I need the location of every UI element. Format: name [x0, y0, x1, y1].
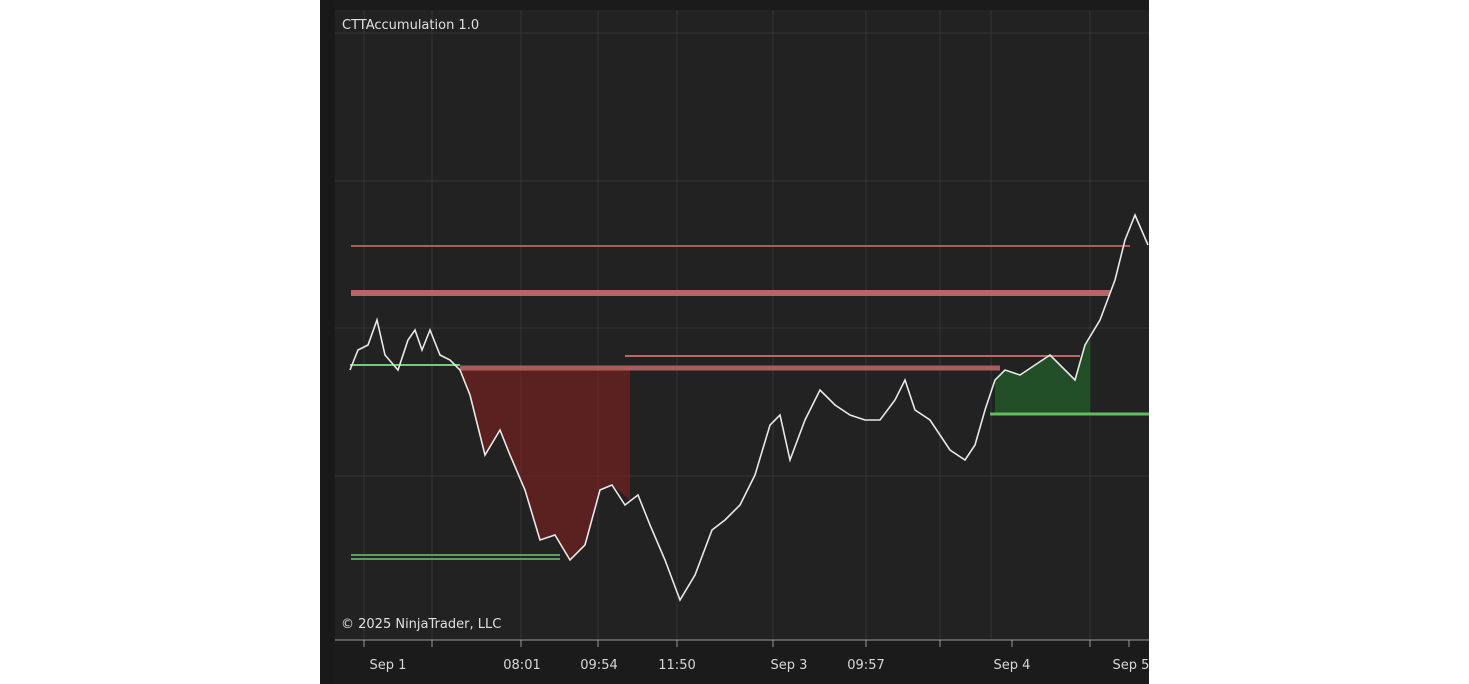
- indicator-title: CTTAccumulation 1.0: [342, 18, 479, 33]
- x-tick-label: 09:57: [847, 658, 884, 673]
- x-tick-label: 09:54: [580, 658, 617, 673]
- x-tick-label: 11:50: [658, 658, 695, 673]
- price-line: [349, 212, 1149, 602]
- x-axis-labels: Sep 1 08:01 09:54 11:50 Sep 3 09:57 Sep 4 Sep 5: [363, 640, 1150, 673]
- grid: [335, 10, 1149, 640]
- distribution-zone: [460, 370, 630, 560]
- x-tick-label: Sep 1: [370, 658, 407, 673]
- x-tick-label: 08:01: [503, 658, 540, 673]
- x-tick-label: Sep 3: [771, 658, 808, 673]
- x-tick-label: Sep 5: [1113, 658, 1150, 673]
- plot-area: [335, 10, 1149, 640]
- accumulation-zone: [995, 340, 1090, 414]
- x-tick-label: Sep 4: [994, 658, 1031, 673]
- left-border: [320, 0, 334, 684]
- copyright: © 2025 NinjaTrader, LLC: [341, 617, 501, 632]
